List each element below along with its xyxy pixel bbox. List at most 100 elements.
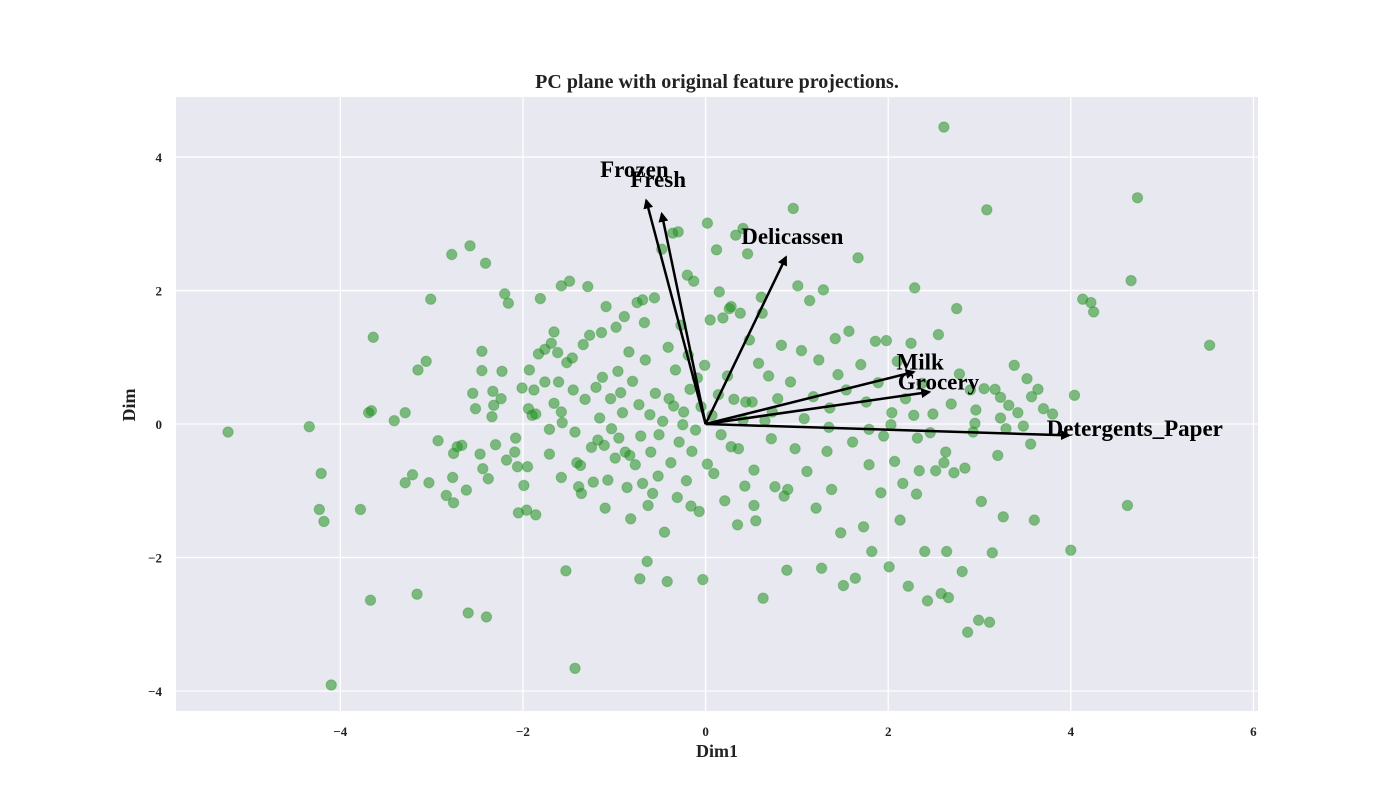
data-point — [994, 412, 1007, 424]
data-point — [489, 439, 502, 451]
data-point — [388, 414, 400, 427]
data-point — [953, 368, 966, 380]
data-point — [1021, 372, 1033, 385]
data-point — [975, 495, 988, 508]
data-point — [837, 579, 850, 592]
data-point — [582, 280, 594, 293]
data-point — [661, 575, 673, 588]
data-point — [604, 392, 617, 405]
data-point — [313, 503, 326, 516]
data-point — [908, 409, 920, 422]
data-point — [626, 375, 639, 388]
data-point — [938, 121, 950, 133]
data-point — [855, 358, 867, 371]
data-point — [487, 385, 499, 398]
data-point — [367, 331, 379, 343]
data-point — [701, 217, 714, 229]
data-point — [610, 321, 622, 333]
data-point — [500, 454, 513, 466]
data-point — [605, 422, 618, 435]
data-point — [994, 391, 1007, 404]
data-point — [469, 402, 482, 415]
data-point — [719, 495, 731, 507]
data-point — [757, 592, 769, 604]
data-point — [795, 344, 808, 357]
data-point — [423, 477, 435, 489]
data-point — [732, 443, 745, 455]
data-point — [1068, 389, 1081, 402]
data-point — [877, 430, 890, 442]
data-point — [940, 446, 952, 458]
data-point — [644, 408, 656, 421]
data-point — [731, 519, 744, 531]
data-point — [545, 337, 557, 349]
arrow-label-delicassen: Delicassen — [741, 224, 843, 249]
data-point — [325, 679, 337, 691]
arrow-detergents-paper — [705, 422, 1071, 441]
data-point — [940, 545, 953, 558]
data-point — [548, 326, 560, 338]
data-point — [636, 294, 649, 306]
data-point — [600, 300, 612, 313]
data-point — [835, 527, 847, 539]
data-point — [697, 573, 709, 586]
data-point — [447, 497, 460, 509]
data-point — [748, 499, 760, 512]
data-point — [970, 404, 982, 416]
data-point — [406, 469, 419, 481]
arrow-label-grocery: Grocery — [898, 369, 980, 394]
data-point — [715, 429, 727, 441]
data-point — [752, 357, 765, 369]
data-point — [579, 393, 591, 406]
data-point — [642, 499, 654, 512]
data-point — [665, 457, 677, 469]
data-point — [1085, 296, 1097, 309]
data-point — [446, 248, 458, 261]
arrow-label-frozen: Frozen — [600, 157, 669, 182]
data-point — [474, 448, 486, 460]
data-point — [725, 300, 737, 313]
data-point — [748, 464, 760, 476]
data-point — [502, 297, 515, 309]
data-point — [1028, 514, 1040, 526]
data-point — [852, 252, 864, 264]
data-point — [639, 354, 652, 366]
data-point — [477, 463, 489, 475]
data-point — [663, 392, 675, 405]
data-point — [523, 364, 536, 376]
chart-title: PC plane with original feature projectio… — [535, 71, 899, 93]
data-point — [462, 607, 474, 619]
data-point — [560, 565, 572, 577]
data-point — [948, 467, 960, 479]
y-axis-label: Dim — [119, 389, 139, 422]
data-point — [983, 616, 996, 628]
data-point — [897, 477, 909, 490]
data-point — [511, 461, 524, 473]
data-point — [530, 509, 542, 521]
data-point — [781, 564, 793, 576]
data-point — [821, 445, 833, 458]
data-point — [710, 244, 723, 256]
data-point — [969, 417, 981, 430]
x-tick-label: 0 — [702, 724, 709, 739]
data-point — [1065, 544, 1077, 556]
data-point — [713, 286, 725, 298]
data-point — [552, 376, 565, 388]
data-point — [992, 449, 1004, 462]
data-point — [595, 326, 608, 339]
data-point — [354, 503, 367, 516]
x-tick-label: 6 — [1250, 724, 1257, 739]
data-point — [623, 346, 635, 358]
data-point — [633, 398, 645, 411]
data-point — [315, 467, 327, 480]
data-point — [658, 526, 671, 538]
data-point — [555, 471, 568, 484]
data-point — [1203, 339, 1216, 351]
data-point — [978, 382, 990, 395]
data-point — [737, 222, 749, 235]
y-tick-label: −2 — [148, 551, 162, 566]
data-point — [598, 439, 610, 452]
points-layer — [222, 121, 1216, 691]
data-point — [612, 365, 624, 377]
data-point — [488, 399, 500, 412]
